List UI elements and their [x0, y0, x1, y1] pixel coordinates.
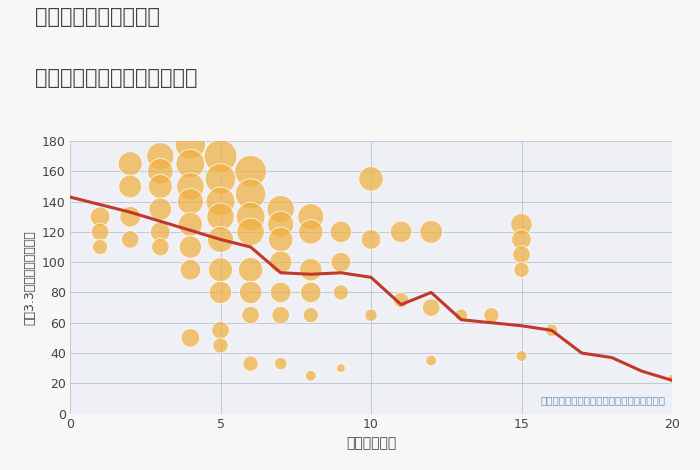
Point — [275, 235, 286, 243]
Point — [365, 235, 377, 243]
Point — [215, 152, 226, 160]
Point — [185, 183, 196, 190]
Point — [305, 312, 316, 319]
Point — [245, 289, 256, 296]
Point — [155, 167, 166, 175]
Point — [516, 352, 527, 360]
Point — [245, 167, 256, 175]
Point — [155, 228, 166, 235]
Point — [275, 360, 286, 368]
Point — [305, 289, 316, 296]
Point — [516, 235, 527, 243]
Point — [335, 364, 346, 372]
Point — [125, 235, 136, 243]
X-axis label: 駅距離（分）: 駅距離（分） — [346, 436, 396, 450]
Point — [125, 213, 136, 220]
Point — [546, 327, 557, 334]
Point — [215, 175, 226, 183]
Point — [245, 312, 256, 319]
Point — [365, 312, 377, 319]
Point — [275, 312, 286, 319]
Point — [365, 175, 377, 183]
Point — [395, 228, 407, 235]
Point — [516, 220, 527, 228]
Point — [185, 266, 196, 274]
Point — [426, 228, 437, 235]
Point — [185, 160, 196, 167]
Text: 駅距離別中古マンション価格: 駅距離別中古マンション価格 — [35, 68, 197, 88]
Point — [426, 357, 437, 364]
Point — [185, 243, 196, 251]
Point — [486, 312, 497, 319]
Point — [125, 183, 136, 190]
Point — [245, 360, 256, 368]
Text: 奈良県大和西大寺駅の: 奈良県大和西大寺駅の — [35, 7, 160, 27]
Point — [185, 220, 196, 228]
Point — [456, 312, 467, 319]
Point — [215, 213, 226, 220]
Point — [245, 213, 256, 220]
Point — [275, 289, 286, 296]
Point — [335, 258, 346, 266]
Point — [155, 243, 166, 251]
Point — [215, 235, 226, 243]
Y-axis label: 坪（3.3㎡）単価（万円）: 坪（3.3㎡）単価（万円） — [23, 230, 36, 325]
Point — [94, 213, 106, 220]
Point — [426, 304, 437, 311]
Point — [215, 327, 226, 334]
Point — [245, 266, 256, 274]
Point — [666, 375, 678, 383]
Point — [275, 258, 286, 266]
Point — [185, 198, 196, 205]
Point — [215, 198, 226, 205]
Point — [94, 228, 106, 235]
Text: 円の大きさは、取引のあった物件面積を示す: 円の大きさは、取引のあった物件面積を示す — [541, 395, 666, 406]
Point — [215, 266, 226, 274]
Point — [155, 205, 166, 213]
Point — [305, 266, 316, 274]
Point — [335, 289, 346, 296]
Point — [245, 190, 256, 198]
Point — [215, 289, 226, 296]
Point — [395, 296, 407, 304]
Point — [516, 251, 527, 258]
Point — [185, 334, 196, 342]
Point — [305, 213, 316, 220]
Point — [275, 220, 286, 228]
Point — [125, 160, 136, 167]
Point — [275, 205, 286, 213]
Point — [215, 342, 226, 349]
Point — [305, 228, 316, 235]
Point — [516, 266, 527, 274]
Point — [94, 243, 106, 251]
Point — [305, 372, 316, 379]
Point — [335, 228, 346, 235]
Point — [185, 140, 196, 148]
Point — [245, 228, 256, 235]
Point — [155, 183, 166, 190]
Point — [155, 152, 166, 160]
